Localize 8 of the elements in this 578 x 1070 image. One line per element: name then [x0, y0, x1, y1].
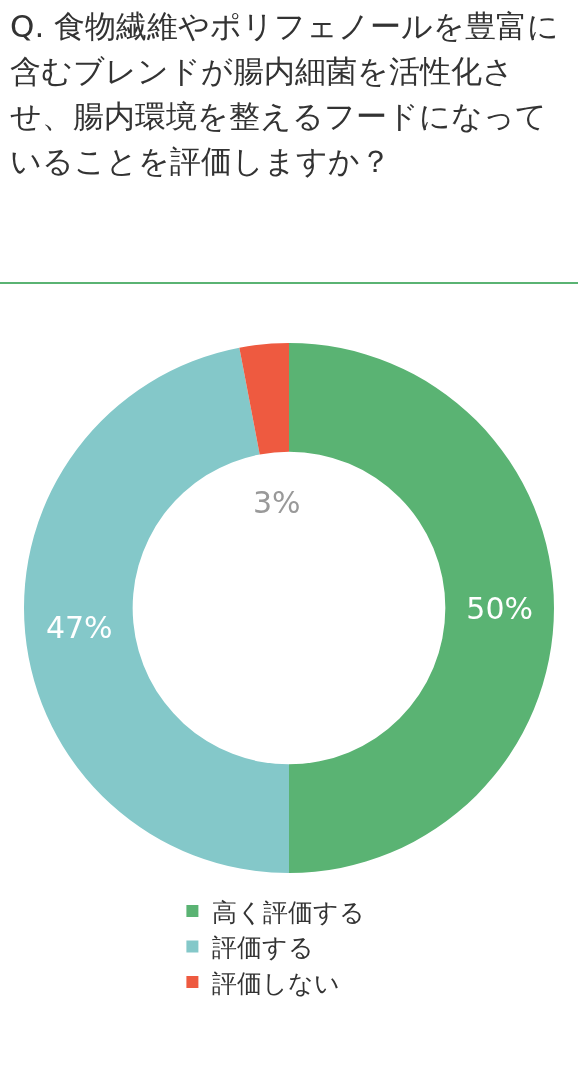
data-label: 50% — [466, 590, 534, 626]
data-label: 3% — [253, 485, 301, 520]
legend-label: 高く評価する — [212, 897, 366, 927]
data-label: 47% — [45, 610, 113, 646]
legend-label: 評価しない — [212, 968, 341, 998]
legend-label: 評価する — [212, 933, 315, 963]
chart-title: Q. 食物繊維やポリフェノールを豊富に含むブレンドが腸内細菌を活性化させ、腸内環境を整えるフードになっていることを評価しますか？ — [10, 7, 561, 181]
donut-slice — [239, 343, 289, 455]
